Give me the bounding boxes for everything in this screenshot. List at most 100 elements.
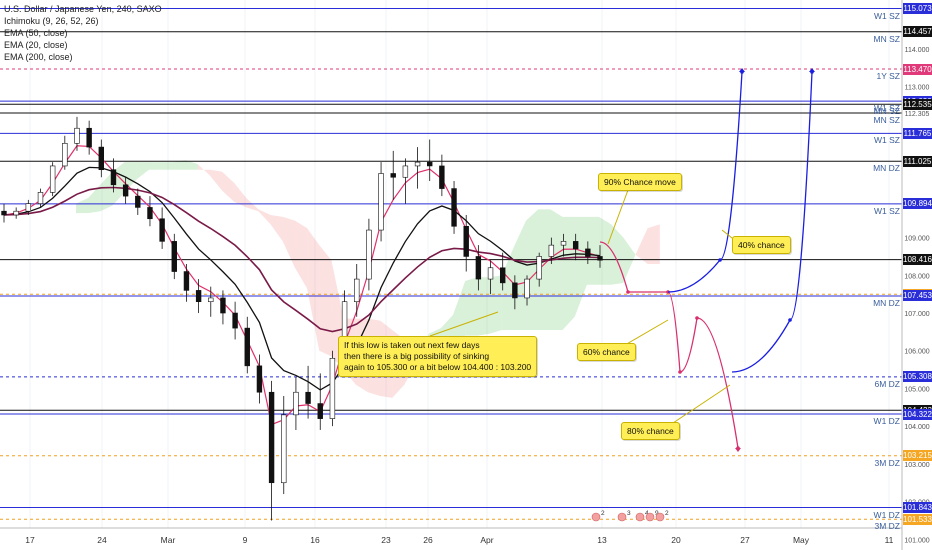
zone-label: MN DZ	[873, 297, 900, 308]
cloud-segment	[185, 160, 198, 170]
cloud-segment	[136, 162, 149, 180]
zone-label: W1 DZ	[873, 509, 900, 520]
price-tag: 104.322	[903, 408, 932, 420]
event-count: 2	[601, 510, 605, 517]
event-count: 4	[645, 510, 649, 517]
cloud-segment	[562, 216, 575, 330]
path-arrowhead	[735, 448, 741, 452]
cloud-segment	[489, 275, 502, 334]
zone-label: MN SZ	[873, 114, 900, 125]
cloud-segment	[465, 277, 478, 336]
x-tick-label: 9	[243, 535, 248, 545]
indicator-ema50[interactable]: EMA (50, close)	[4, 28, 68, 38]
event-dot	[645, 512, 655, 522]
candle	[463, 214, 469, 272]
cloud-segment	[586, 216, 600, 285]
candle-body	[585, 248, 591, 257]
candle-body	[463, 225, 469, 257]
candle-body	[390, 173, 396, 178]
candle	[49, 162, 56, 197]
line-ema200	[3, 186, 601, 333]
zone-label: MN SZ	[873, 106, 900, 117]
callout-90-chance[interactable]: 90% Chance move	[598, 173, 682, 191]
y-tick-label: 103.000	[904, 462, 929, 469]
price-levels	[0, 8, 902, 520]
callout-low-note[interactable]: If this low is taken out next few days t…	[338, 336, 538, 377]
zone-label: W1 SZ	[874, 205, 900, 216]
callout-80-chance[interactable]: 80% chance	[621, 422, 680, 440]
zone-label: 6M DZ	[874, 378, 901, 389]
candle	[317, 373, 323, 430]
candle-body	[305, 391, 311, 404]
candle-body	[86, 127, 92, 148]
zone-label: W1 SZ	[874, 103, 900, 114]
x-tick-label: Apr	[480, 535, 493, 545]
price-tag: 101.843	[903, 502, 932, 514]
y-tick-label: 112.305	[905, 111, 930, 118]
candle	[135, 188, 141, 215]
grid	[29, 0, 890, 528]
cloud-segment	[501, 247, 514, 330]
candle-body	[37, 192, 44, 204]
price-tag: 115.073	[903, 3, 932, 15]
candle	[183, 264, 190, 302]
path-node	[626, 290, 630, 294]
candle-body	[232, 312, 238, 329]
cloud-segment	[477, 277, 490, 336]
candle	[536, 252, 542, 287]
callout-40-chance[interactable]: 40% chance	[732, 236, 791, 254]
event-count: 9	[655, 510, 659, 517]
candle	[25, 199, 32, 215]
candle-body	[256, 365, 263, 393]
candle-body	[329, 357, 336, 419]
candle	[220, 290, 226, 325]
candle-body	[244, 327, 250, 367]
candle	[13, 207, 19, 219]
path-node	[718, 258, 722, 262]
zone-label: MN SZ	[873, 33, 900, 44]
candle	[487, 260, 494, 295]
x-tick-label: 27	[740, 535, 750, 545]
price-tag: 109.894	[903, 198, 932, 210]
event-marker: 3	[617, 510, 631, 522]
price-tag: 101.533	[903, 513, 932, 525]
candle	[232, 301, 238, 340]
cloud-segment	[611, 224, 624, 285]
y-tick-label: 105.000	[904, 386, 929, 393]
callout-60-chance[interactable]: 60% chance	[577, 343, 636, 361]
candle-body	[317, 403, 323, 419]
x-tick-label: 26	[423, 535, 433, 545]
path-arrowhead	[739, 68, 745, 72]
y-tick-label: 101.000	[904, 537, 929, 544]
cloud-segment	[453, 280, 466, 342]
indicator-ema20[interactable]: EMA (20, close)	[4, 40, 68, 50]
candle-body	[597, 256, 603, 261]
candle	[268, 380, 275, 521]
indicator-ichimoku[interactable]: Ichimoku (9, 26, 52, 26)	[4, 16, 99, 26]
cloud-segment	[161, 162, 174, 170]
cloud-segment	[197, 164, 210, 176]
cloud-segment	[538, 209, 551, 330]
candle	[281, 396, 287, 495]
candle	[62, 135, 68, 170]
event-marker: 4	[635, 510, 649, 522]
indicator-ema200[interactable]: EMA (200, close)	[4, 52, 73, 62]
candle-body	[195, 290, 202, 303]
candle-body	[427, 161, 433, 167]
x-tick-label: 17	[25, 535, 35, 545]
cloud-segment	[270, 214, 283, 242]
candle-body	[378, 173, 384, 231]
x-tick-label: 11	[885, 535, 894, 545]
candle	[244, 316, 250, 374]
candle-body	[159, 218, 165, 242]
event-marker: 2	[591, 510, 605, 522]
event-dot	[617, 512, 627, 522]
low-note-line-3: again to 105.300 or a bit below 104.400 …	[344, 362, 532, 372]
candle-body	[110, 169, 117, 186]
candle	[329, 350, 336, 427]
cloud-segment	[100, 171, 113, 212]
candle-body	[1, 210, 7, 216]
candle	[427, 139, 433, 182]
